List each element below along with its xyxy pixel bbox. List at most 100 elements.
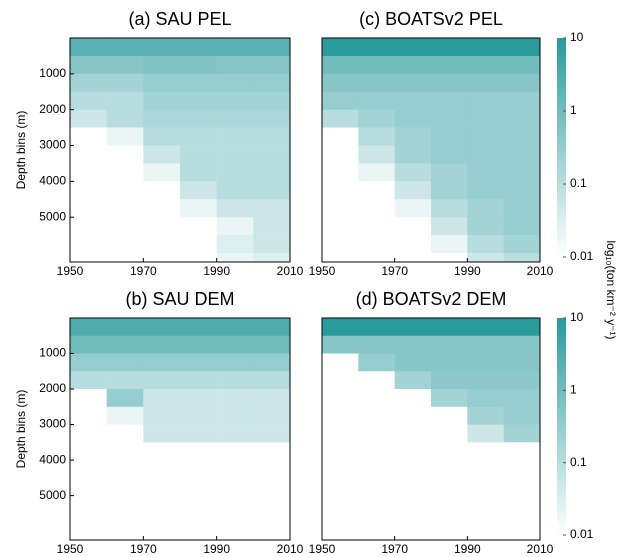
heatmap-cell	[467, 424, 504, 443]
heatmap-cell	[216, 145, 254, 164]
heatmap-cell	[143, 442, 181, 461]
heatmap-cell	[70, 406, 107, 425]
heatmap-cell	[253, 513, 291, 532]
heatmap-cell	[106, 335, 144, 354]
colorbar-tick-label: 0.1	[570, 455, 587, 469]
heatmap-cell	[322, 318, 359, 337]
heatmap-cell	[322, 109, 359, 128]
heatmap-cell	[143, 335, 181, 354]
heatmap-cell	[467, 531, 504, 541]
heatmap-cell	[253, 73, 291, 93]
heatmap-cell	[216, 389, 254, 408]
colorbar-tick-label: 0.01	[570, 527, 594, 541]
heatmap-cell	[358, 109, 395, 128]
heatmap-cell	[322, 335, 359, 354]
heatmap-cell	[467, 442, 504, 461]
heatmap-cell	[70, 127, 107, 146]
colorbar-tick-label: 0.01	[570, 249, 594, 263]
heatmap-cell	[216, 371, 254, 390]
heatmap-cell	[431, 531, 468, 541]
heatmap-cell	[106, 253, 144, 263]
heatmap-cell	[143, 199, 181, 218]
heatmap-cell	[180, 163, 217, 182]
heatmap-cell	[358, 253, 395, 263]
heatmap-cell	[180, 389, 217, 408]
heatmap-cell	[253, 318, 291, 337]
heatmap-cell	[180, 406, 217, 425]
heatmap-cell	[253, 253, 291, 263]
heatmap-cell	[431, 127, 468, 146]
heatmap-cell	[106, 371, 144, 390]
heatmap-cell	[216, 199, 254, 218]
heatmap-cell	[431, 55, 468, 75]
x-tick-label: 1950	[309, 542, 336, 556]
heatmap-cell	[253, 353, 291, 372]
y-tick-label: 4000	[39, 452, 66, 466]
heatmap-cell	[180, 335, 217, 354]
axes-frame	[321, 37, 541, 263]
heatmap-cell	[216, 424, 254, 443]
heatmap-cell	[143, 253, 181, 263]
heatmap-cell	[394, 253, 432, 263]
heatmap-cell	[70, 55, 107, 75]
heatmap-cell	[431, 318, 468, 337]
heatmap-cell	[431, 424, 468, 443]
x-tick-label: 1970	[130, 264, 157, 278]
heatmap-cell	[503, 181, 541, 200]
heatmap-cell	[322, 442, 359, 461]
heatmap-cell	[143, 353, 181, 372]
heatmap-cell	[431, 91, 468, 110]
heatmap-cell	[253, 335, 291, 354]
heatmap-cell	[180, 199, 217, 218]
heatmap-cell	[106, 389, 144, 408]
heatmap-cell	[431, 199, 468, 218]
heatmap-cell	[70, 460, 107, 479]
heatmap-cell	[467, 145, 504, 164]
heatmap-cell	[358, 335, 395, 354]
heatmap-cell	[106, 442, 144, 461]
heatmap-cell	[143, 513, 181, 532]
heatmap-cell	[358, 181, 395, 200]
heatmap-cell	[253, 181, 291, 200]
heatmap-cell	[253, 91, 291, 110]
heatmap-cell	[253, 531, 291, 541]
heatmap-cell	[180, 38, 217, 57]
heatmap-cell	[143, 163, 181, 182]
heatmap-cell	[503, 145, 541, 164]
heatmap-cell	[322, 477, 359, 496]
heatmap-cell	[143, 91, 181, 110]
heatmap-cell	[467, 217, 504, 236]
heatmap-cell	[253, 389, 291, 408]
heatmap-cell	[106, 199, 144, 218]
heatmap-cell	[431, 235, 468, 254]
heatmap-cell	[216, 163, 254, 182]
heatmap-cell	[394, 371, 432, 390]
heatmap-cell	[431, 442, 468, 461]
heatmap-cell	[358, 353, 395, 372]
x-tick-label: 1990	[203, 264, 230, 278]
heatmap-cell	[106, 406, 144, 425]
y-tick-label: 1000	[39, 66, 66, 80]
heatmap-cell	[253, 235, 291, 254]
y-tick-label: 4000	[39, 174, 66, 188]
heatmap-cell	[503, 217, 541, 236]
heatmap-cell	[143, 318, 181, 337]
heatmap-cell	[216, 442, 254, 461]
heatmap-cell	[216, 318, 254, 337]
heatmap-cell	[180, 73, 217, 93]
heatmap-cell	[358, 127, 395, 146]
heatmap-cell	[106, 460, 144, 479]
colorbar	[557, 38, 566, 257]
heatmap-cell	[70, 253, 107, 263]
heatmap-cell	[322, 217, 359, 236]
heatmap-cell	[143, 460, 181, 479]
heatmap-cell	[322, 181, 359, 200]
heatmap-cell	[180, 442, 217, 461]
heatmap-cell	[143, 235, 181, 254]
heatmap-cell	[70, 371, 107, 390]
heatmap-cell	[467, 371, 504, 390]
heatmap-cell	[358, 235, 395, 254]
heatmap-cell	[503, 253, 541, 263]
heatmap-cell	[467, 318, 504, 337]
heatmap-cell	[106, 235, 144, 254]
